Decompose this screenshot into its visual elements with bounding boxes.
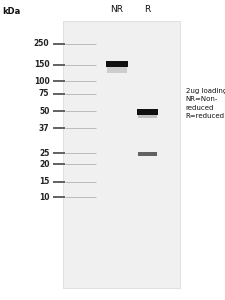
- Text: NR: NR: [110, 4, 124, 14]
- Bar: [63, 21, 180, 288]
- Text: 10: 10: [39, 193, 50, 202]
- Text: 25: 25: [39, 148, 50, 158]
- Text: R: R: [144, 4, 151, 14]
- Bar: [106, 61, 128, 67]
- Text: 100: 100: [34, 76, 50, 85]
- Text: 2ug loading
NR=Non-
reduced
R=reduced: 2ug loading NR=Non- reduced R=reduced: [186, 88, 225, 119]
- Text: 250: 250: [34, 39, 50, 48]
- Bar: [138, 152, 157, 156]
- Bar: [138, 115, 157, 118]
- Text: 20: 20: [39, 160, 50, 169]
- Text: 15: 15: [39, 177, 50, 186]
- Text: kDa: kDa: [2, 8, 20, 16]
- Text: 37: 37: [39, 124, 50, 133]
- Text: 150: 150: [34, 60, 50, 69]
- Bar: [137, 109, 158, 115]
- Text: 75: 75: [39, 89, 50, 98]
- Bar: [108, 67, 126, 73]
- Text: 50: 50: [39, 106, 50, 116]
